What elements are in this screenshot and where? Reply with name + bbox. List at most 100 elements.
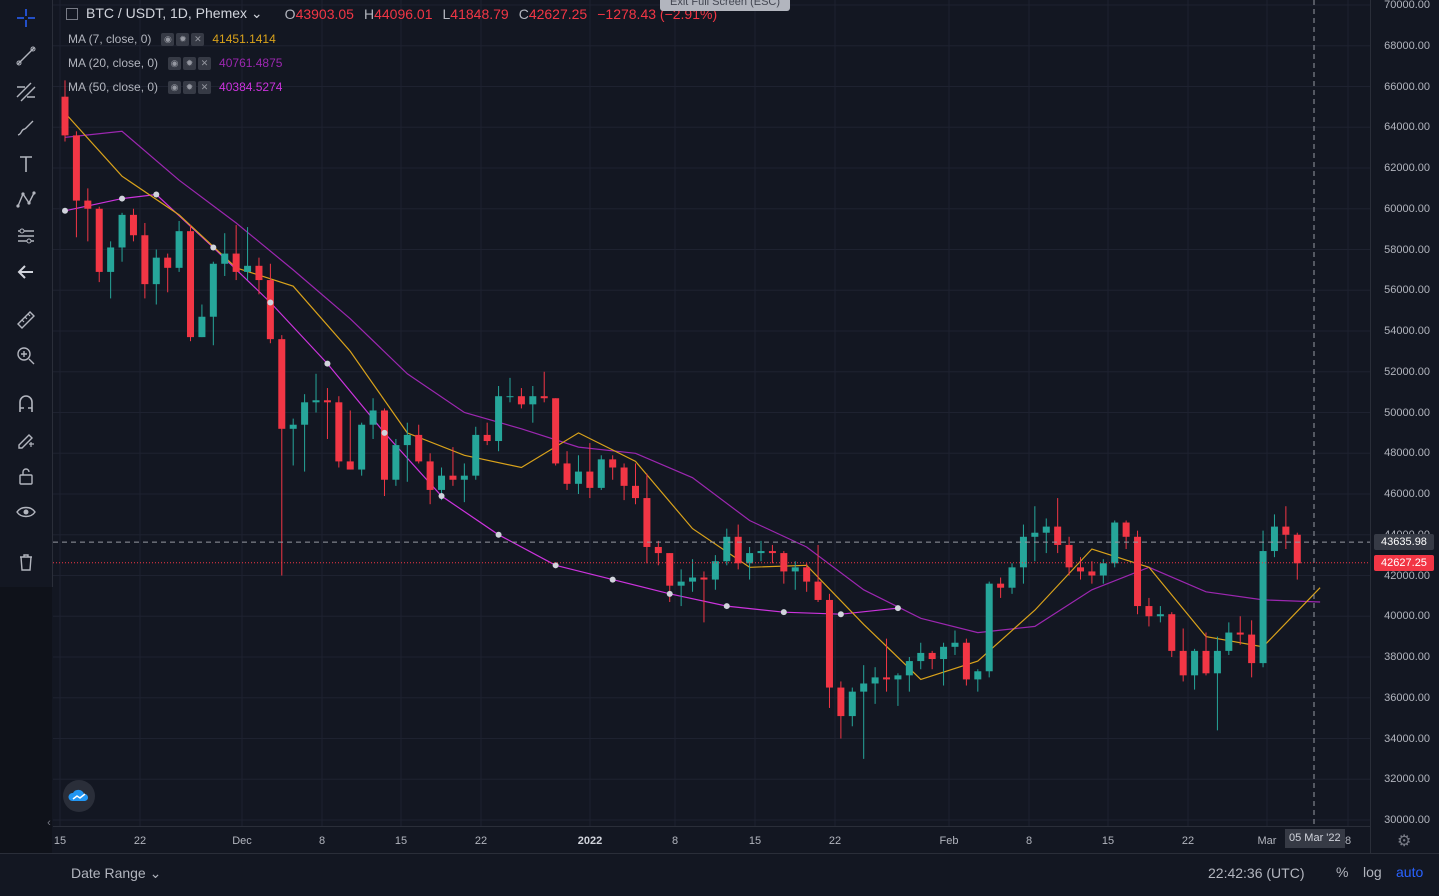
ma50-point (153, 191, 160, 198)
candle-body (1179, 650, 1187, 676)
chart-canvas[interactable] (53, 0, 1370, 826)
ma20-name[interactable]: MA (20, close, 0) (68, 56, 159, 70)
time-tick-label: 22 (1181, 835, 1195, 847)
legend-collapse-icon[interactable] (66, 7, 78, 20)
price-tick-label: 30000.00 (1384, 814, 1430, 826)
brush-icon[interactable] (10, 114, 42, 142)
close-icon[interactable]: ✕ (198, 56, 212, 70)
back-arrow-icon[interactable] (10, 258, 42, 286)
hide-eye-icon[interactable]: ◉ (168, 56, 182, 70)
zoom-in-icon[interactable] (10, 342, 42, 370)
candle-body (974, 671, 982, 680)
chart-pane[interactable] (53, 0, 1370, 826)
stay-drawing-icon[interactable] (10, 426, 42, 454)
candle-body (951, 642, 959, 647)
candle-body (1225, 632, 1233, 651)
legend-ma7[interactable]: MA (7, close, 0) ◉ ✹ ✕ 41451.1414 (68, 32, 276, 46)
legend-ma50[interactable]: MA (50, close, 0) ◉ ✹ ✕ 40384.5274 (68, 80, 282, 94)
fib-retracement-icon[interactable] (10, 78, 42, 106)
date-range-button[interactable]: Date Range ⌄ (71, 865, 162, 881)
eye-icon[interactable] (10, 498, 42, 526)
candle-body (643, 498, 651, 547)
prediction-icon[interactable] (10, 222, 42, 250)
time-axis[interactable]: 15 22 Dec 8 15 22 2022 8 15 22 Feb 8 15 22 Mar 8 (53, 826, 1370, 854)
candle-body (175, 231, 183, 268)
ruler-icon[interactable] (10, 306, 42, 334)
hide-eye-icon[interactable]: ◉ (168, 80, 182, 94)
chart-settings-gear-icon[interactable]: ⚙ (1397, 833, 1412, 850)
crosshair-date-label: 05 Mar '22 (1285, 829, 1345, 848)
legend-ma20[interactable]: MA (20, close, 0) ◉ ✹ ✕ 40761.4875 (68, 56, 282, 70)
time-tick-label: 8 (318, 835, 326, 847)
candle-body (278, 339, 286, 429)
low-label: L (442, 5, 451, 22)
time-tick-label: 15 (394, 835, 408, 847)
auto-scale-toggle[interactable]: auto (1396, 864, 1424, 880)
open-label: O (284, 5, 296, 22)
candle-body (597, 459, 605, 488)
settings-gear-icon[interactable]: ✹ (183, 80, 197, 94)
ma50-point (894, 605, 901, 612)
trash-icon[interactable] (10, 548, 42, 576)
price-tick-label: 42000.00 (1384, 569, 1430, 582)
ma50-name[interactable]: MA (50, close, 0) (68, 80, 159, 94)
candle-body (84, 200, 92, 209)
utc-clock[interactable]: 22:42:36 (UTC) (1208, 865, 1305, 881)
candle-body (346, 461, 354, 470)
candle-body (985, 583, 993, 672)
price-axis[interactable]: 70000.00 68000.00 66000.00 64000.00 62000.00… (1370, 0, 1439, 853)
candle-body (1076, 567, 1084, 572)
settings-gear-icon[interactable]: ✹ (176, 32, 190, 46)
candle-body (232, 253, 240, 272)
candle-body (369, 410, 377, 425)
lock-icon[interactable] (10, 462, 42, 490)
close-icon[interactable]: ✕ (198, 80, 212, 94)
time-tick-label: Feb (939, 835, 959, 847)
collapse-toolbar-icon[interactable]: ‹ (47, 817, 51, 829)
pattern-icon[interactable] (10, 186, 42, 214)
hide-eye-icon[interactable]: ◉ (161, 32, 175, 46)
candle-body (358, 424, 366, 470)
ma50-point (609, 576, 616, 583)
price-tick-label: 54000.00 (1384, 325, 1430, 337)
ma7-name[interactable]: MA (7, close, 0) (68, 32, 152, 46)
price-tick-label: 64000.00 (1384, 121, 1430, 134)
ma50-point (666, 590, 673, 597)
price-tick-label: 68000.00 (1384, 39, 1430, 52)
ma50-point (210, 244, 217, 251)
candle-body (1213, 650, 1221, 674)
trend-line-icon[interactable] (10, 42, 42, 70)
price-tick-label: 62000.00 (1384, 162, 1430, 174)
candle-body (1156, 614, 1164, 617)
ma50-point (267, 299, 274, 306)
log-scale-toggle[interactable]: log (1363, 864, 1382, 880)
candle-body (426, 461, 434, 490)
magnet-icon[interactable] (10, 390, 42, 418)
time-tick-label: 15 (748, 835, 762, 847)
bottom-bar: Date Range ⌄ 22:42:36 (UTC) % log auto (0, 853, 1439, 896)
exit-fullscreen-button[interactable]: Exit Full Screen (ESC) (660, 0, 791, 11)
tradingview-cloud-logo-icon[interactable] (63, 780, 95, 812)
candle-body (244, 265, 252, 272)
crosshair-icon[interactable] (10, 4, 42, 32)
candle-body (871, 677, 879, 684)
settings-gear-icon[interactable]: ✹ (183, 56, 197, 70)
candle-body (654, 546, 662, 554)
text-icon[interactable] (10, 150, 42, 178)
candle-body (734, 536, 742, 564)
candle-body (472, 434, 480, 476)
ma20-buttons: ◉ ✹ ✕ (168, 56, 212, 70)
price-tick-label: 36000.00 (1384, 691, 1430, 704)
close-value: 42627.25 (528, 5, 588, 22)
time-tick-label: 22 (474, 835, 488, 847)
percent-scale-toggle[interactable]: % (1336, 864, 1349, 880)
price-tick-label: 48000.00 (1384, 447, 1430, 460)
ma50-point (438, 493, 445, 500)
candle-body (1202, 650, 1210, 674)
symbol-title[interactable]: BTC / USDT, 1D, Phemex ⌄ (86, 5, 263, 21)
close-icon[interactable]: ✕ (191, 32, 205, 46)
ma50-line (64, 193, 898, 615)
time-tick-label: Mar (1257, 835, 1277, 847)
candle-body (118, 214, 126, 248)
candle-body (563, 463, 571, 484)
